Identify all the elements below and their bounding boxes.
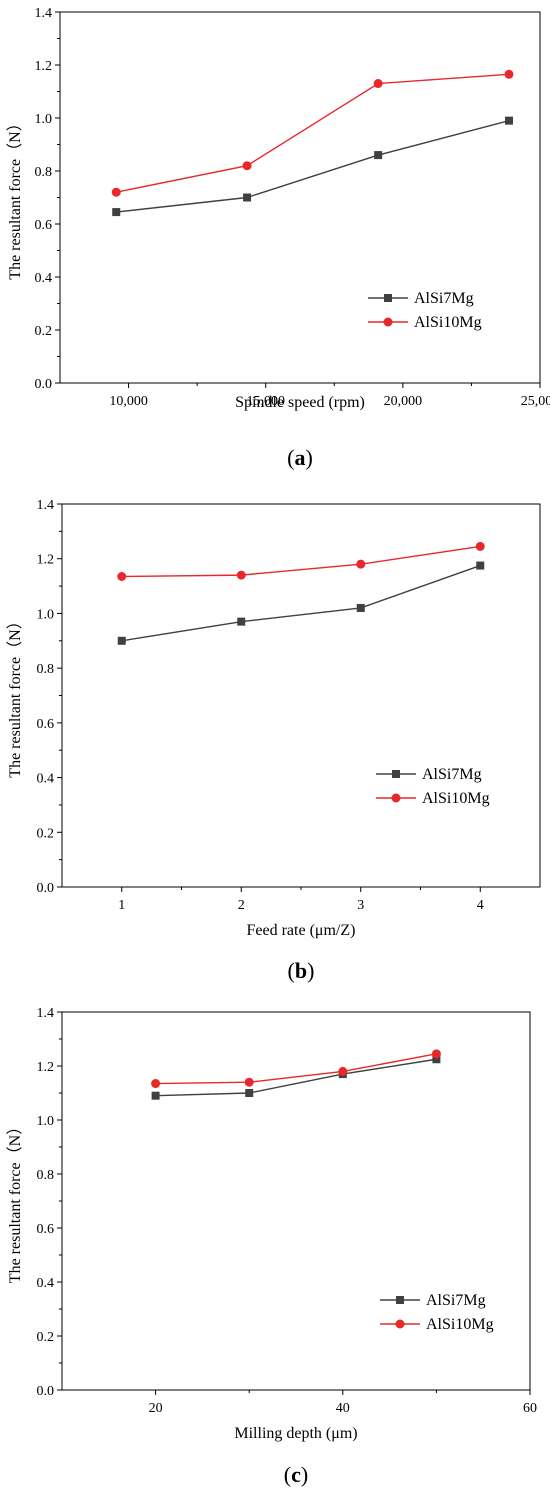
y-tick-label: 0.2 bbox=[37, 1330, 55, 1345]
y-tick-label: 1.2 bbox=[35, 59, 53, 74]
x-tick-label: 60 bbox=[523, 1401, 537, 1416]
data-point-AlSi10Mg bbox=[111, 187, 121, 197]
y-tick-label: 0.4 bbox=[35, 271, 53, 286]
y-tick-label: 0.0 bbox=[37, 881, 55, 896]
y-axis-label: The resultant force（N） bbox=[6, 1119, 24, 1283]
y-tick-label: 0.8 bbox=[37, 1168, 55, 1183]
x-tick-label: 20 bbox=[149, 1401, 163, 1416]
series-line-AlSi7Mg bbox=[116, 119, 510, 213]
x-tick-label: 3 bbox=[357, 898, 364, 913]
chart-panel-a: 0.0 0.2 0.4 0.6 0.8 1.0 1.2 1.4 10,000 15,000 20,0… bbox=[6, 6, 550, 470]
series-line-AlSi7Mg bbox=[155, 1058, 437, 1097]
y-tick-label: 1.0 bbox=[35, 112, 53, 127]
y-tick-label: 0.0 bbox=[35, 377, 53, 392]
data-point-AlSi10Mg bbox=[356, 559, 366, 569]
data-point-AlSi10Mg bbox=[151, 1079, 161, 1089]
y-axis-label: The resultant force（N） bbox=[6, 115, 24, 279]
x-tick-label: 15,000 bbox=[246, 394, 285, 409]
plot-frame bbox=[61, 1011, 531, 1391]
data-point-AlSi7Mg bbox=[356, 603, 365, 612]
data-point-AlSi7Mg bbox=[374, 151, 383, 160]
data-point-AlSi10Mg bbox=[504, 69, 514, 79]
series-line-AlSi10Mg bbox=[155, 1053, 437, 1085]
chart-panel-c: 0.0 0.2 0.4 0.6 0.8 1.0 1.2 1.4 20 40 60 Milling de… bbox=[6, 1006, 537, 1487]
y-tick-label: 0.2 bbox=[35, 324, 53, 339]
legend-marker-AlSi7Mg bbox=[396, 1296, 404, 1304]
data-point-AlSi7Mg bbox=[151, 1091, 160, 1100]
x-tick-label: 40 bbox=[336, 1401, 350, 1416]
data-point-AlSi7Mg bbox=[243, 193, 252, 202]
y-tick-label: 1.4 bbox=[37, 498, 55, 513]
x-tick-label: 10,000 bbox=[109, 394, 148, 409]
data-point-AlSi10Mg bbox=[431, 1049, 441, 1059]
legend-label-AlSi10Mg: AlSi10Mg bbox=[414, 314, 482, 331]
data-point-AlSi10Mg bbox=[338, 1066, 348, 1076]
series-line-AlSi7Mg bbox=[121, 564, 481, 642]
data-point-AlSi7Mg bbox=[117, 636, 126, 645]
y-axis-label: The resultant force（N） bbox=[6, 613, 24, 777]
plot-frame bbox=[61, 503, 541, 888]
y-tick-label: 1.2 bbox=[37, 553, 55, 568]
data-point-AlSi7Mg bbox=[245, 1089, 254, 1097]
y-tick-label: 0.8 bbox=[35, 165, 53, 180]
legend-label-AlSi7Mg: AlSi7Mg bbox=[422, 766, 482, 783]
series-line-AlSi10Mg bbox=[121, 545, 481, 578]
y-tick-label: 0.6 bbox=[35, 218, 53, 233]
data-point-AlSi7Mg bbox=[505, 116, 514, 125]
y-tick-label: 0.4 bbox=[37, 772, 55, 787]
legend-marker-AlSi10Mg bbox=[391, 793, 401, 803]
legend-label-AlSi7Mg: AlSi7Mg bbox=[426, 1292, 486, 1309]
y-tick-label: 0.6 bbox=[37, 1222, 55, 1237]
data-point-AlSi10Mg bbox=[373, 79, 383, 89]
y-tick-label: 0.6 bbox=[37, 717, 55, 732]
y-tick-label: 0.2 bbox=[37, 826, 55, 841]
legend-label-AlSi10Mg: AlSi10Mg bbox=[426, 1316, 494, 1333]
data-point-AlSi10Mg bbox=[117, 571, 127, 581]
data-point-AlSi10Mg bbox=[236, 570, 246, 580]
legend-label-AlSi10Mg: AlSi10Mg bbox=[422, 790, 490, 807]
panel-caption: (c) bbox=[284, 1462, 308, 1487]
data-point-AlSi7Mg bbox=[112, 208, 121, 217]
x-axis-label: Spindle speed (rpm) bbox=[235, 394, 365, 411]
y-tick-label: 0.0 bbox=[37, 1384, 55, 1399]
x-tick-label: 2 bbox=[238, 898, 245, 913]
x-tick-label: 25,000 bbox=[521, 394, 550, 409]
y-tick-label: 0.4 bbox=[37, 1276, 55, 1291]
x-tick-label: 4 bbox=[477, 898, 484, 913]
y-tick-label: 0.8 bbox=[37, 662, 55, 677]
legend-marker-AlSi7Mg bbox=[384, 294, 392, 302]
legend-label-AlSi7Mg: AlSi7Mg bbox=[414, 290, 474, 307]
panel-caption: (b) bbox=[288, 958, 315, 983]
data-point-AlSi7Mg bbox=[237, 617, 246, 626]
legend-marker-AlSi10Mg bbox=[395, 1319, 405, 1329]
data-point-AlSi10Mg bbox=[242, 161, 252, 171]
legend-marker-AlSi7Mg bbox=[392, 770, 400, 778]
y-tick-label: 1.0 bbox=[37, 607, 55, 622]
y-tick-label: 1.0 bbox=[37, 1114, 55, 1129]
series-line-AlSi10Mg bbox=[116, 73, 510, 193]
y-tick-label: 1.2 bbox=[37, 1060, 55, 1075]
data-point-AlSi7Mg bbox=[476, 561, 485, 570]
data-point-AlSi7Mg bbox=[432, 1055, 441, 1064]
x-tick-label: 1 bbox=[118, 898, 125, 913]
data-point-AlSi10Mg bbox=[475, 541, 485, 551]
x-axis-label: Feed rate (μm/Z) bbox=[247, 922, 356, 939]
chart-panel-b: 0.0 0.2 0.4 0.6 0.8 1.0 1.2 1.4 1 2 3 4 Feed rate (μ… bbox=[6, 498, 541, 983]
panel-caption: (a) bbox=[287, 445, 313, 470]
legend-marker-AlSi10Mg bbox=[383, 317, 393, 327]
y-tick-label: 1.4 bbox=[37, 1006, 55, 1021]
y-tick-label: 1.4 bbox=[35, 6, 53, 21]
x-axis-label: Milling depth (μm) bbox=[234, 1425, 357, 1442]
x-tick-label: 20,000 bbox=[384, 394, 423, 409]
data-point-AlSi10Mg bbox=[244, 1077, 254, 1087]
